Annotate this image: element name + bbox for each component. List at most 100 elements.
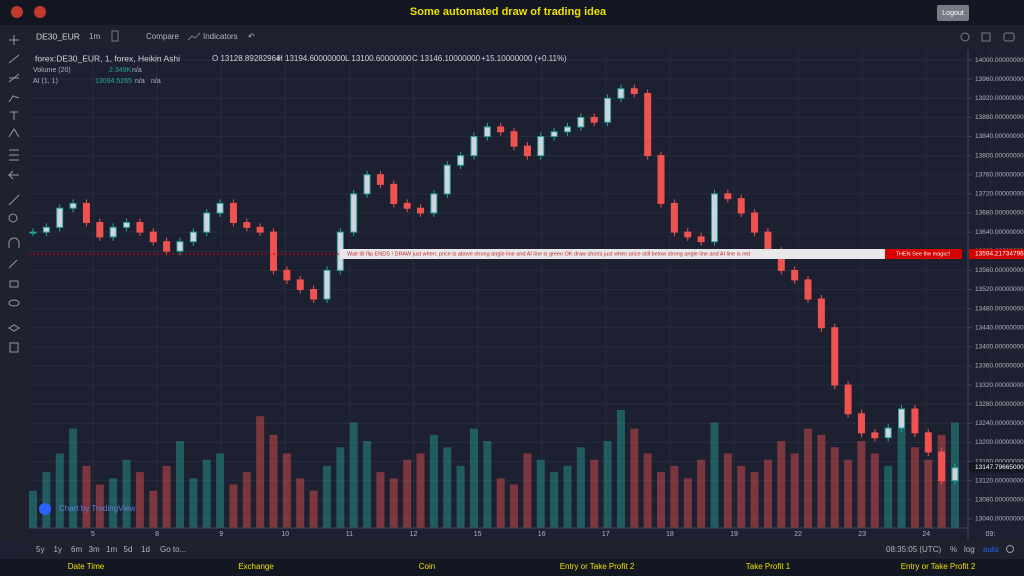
trendline-tool[interactable] <box>8 54 20 64</box>
indicators-button[interactable]: Indicators <box>203 32 238 41</box>
range-button[interactable]: 3m <box>89 545 100 554</box>
volume-pane <box>29 410 959 528</box>
magnet-tool[interactable] <box>8 237 20 248</box>
candle <box>109 226 117 238</box>
range-button[interactable]: 1d <box>141 545 150 554</box>
log-toggle[interactable]: log <box>964 545 975 554</box>
fib-tool[interactable] <box>8 73 20 83</box>
auto-toggle[interactable]: auto <box>983 545 999 554</box>
footer-item[interactable]: Entry or Take Profit 2 <box>901 562 976 571</box>
candle <box>884 427 892 439</box>
hide-tool[interactable] <box>8 299 20 307</box>
legend-ohlc-item: H 13194.60000000 <box>277 54 346 63</box>
grid <box>29 50 991 528</box>
volume-bar <box>710 422 719 528</box>
banner <box>340 249 885 259</box>
tradingview-logo[interactable] <box>39 503 51 515</box>
interval[interactable]: 1m <box>89 32 100 41</box>
y-tick-label: 13400.00000000 <box>975 344 1024 351</box>
header-bar <box>0 0 1024 25</box>
candle <box>443 164 451 195</box>
percent-toggle[interactable]: % <box>950 545 957 554</box>
footer-item[interactable]: Entry or Take Profit 2 <box>560 562 635 571</box>
footer-item[interactable]: Coin <box>419 562 435 571</box>
legend-ohlc-item: C 13146.10000000 <box>412 54 481 63</box>
pattern-tool[interactable] <box>8 95 20 103</box>
volume-bar <box>29 490 37 528</box>
range-button[interactable]: 5y <box>36 545 44 554</box>
volume-bar <box>657 472 666 528</box>
stay-drawing-tool[interactable] <box>8 259 18 269</box>
tool-icons <box>7 35 20 353</box>
footer-item[interactable]: Date Time <box>68 562 105 571</box>
candle <box>764 231 772 252</box>
volume-bar <box>363 441 372 528</box>
volume-bar <box>830 447 839 528</box>
volume-bar <box>349 422 358 528</box>
compare-button[interactable]: Compare <box>146 32 179 41</box>
symbol[interactable]: DE30_EUR <box>36 31 80 41</box>
lock-tool[interactable] <box>9 280 19 288</box>
volume-bar <box>737 465 746 528</box>
x-tick-label: 18 <box>666 531 674 538</box>
y-tick-label: 13320.00000000 <box>975 382 1024 389</box>
back-tool[interactable] <box>7 170 19 180</box>
tree-tool[interactable] <box>8 324 20 332</box>
x-tick-label: 17 <box>602 531 610 538</box>
range-button[interactable]: 5d <box>124 545 133 554</box>
crosshair-tool[interactable] <box>9 35 19 45</box>
x-tick-label: 16 <box>538 531 546 538</box>
volume-bar <box>576 447 585 528</box>
volume-bar <box>376 472 385 528</box>
y-tick-label: 13520.00000000 <box>975 286 1024 293</box>
volume-bar <box>269 434 278 528</box>
ruler-tool[interactable] <box>8 194 20 206</box>
footer <box>0 559 1024 576</box>
volume-bar <box>630 428 639 528</box>
y-tick-label: 13240.00000000 <box>975 420 1024 427</box>
text-tool[interactable] <box>10 111 18 120</box>
candle <box>710 193 718 243</box>
logo-icon[interactable] <box>11 6 23 18</box>
range-button[interactable]: 1m <box>106 545 117 554</box>
goto-button[interactable]: Go to... <box>160 545 186 554</box>
volume-bar <box>670 465 679 528</box>
measure-tool[interactable] <box>9 149 19 161</box>
remove-tool[interactable] <box>9 342 19 353</box>
indicators-icon[interactable] <box>187 32 201 41</box>
shape-tool[interactable] <box>8 128 20 138</box>
y-tick-label: 13360.00000000 <box>975 363 1024 370</box>
watermark[interactable]: Chart by TradingView <box>59 504 136 513</box>
settings-icon[interactable] <box>960 32 970 42</box>
volume-bar <box>777 441 786 528</box>
fullscreen-icon[interactable] <box>981 32 991 42</box>
candle <box>577 116 585 128</box>
y-tick-label: 13560.00000000 <box>975 267 1024 274</box>
range-button[interactable]: 1y <box>54 545 62 554</box>
undo[interactable]: ↶ <box>248 32 255 41</box>
logout-label[interactable]: Logout <box>942 10 963 17</box>
logo-icon[interactable] <box>34 6 46 18</box>
zoom-tool[interactable] <box>8 213 18 223</box>
price-marker-label: 13594.21734796 <box>975 251 1024 258</box>
candle <box>550 131 558 138</box>
drawing-sidebar <box>0 26 28 540</box>
candle <box>630 88 638 94</box>
volume-bar <box>69 428 78 528</box>
volume-bar <box>550 472 559 528</box>
volume-bar <box>763 459 772 528</box>
volume-bar <box>336 447 345 528</box>
chart-style-icon[interactable] <box>111 30 119 42</box>
volume-bar <box>924 459 933 528</box>
footer-item[interactable]: Exchange <box>238 562 274 571</box>
logout-button[interactable] <box>937 5 969 21</box>
footer-item[interactable]: Take Profit 1 <box>746 562 791 571</box>
range-button[interactable]: 6m <box>71 545 82 554</box>
time-settings[interactable] <box>1006 545 1014 553</box>
snapshot-icon[interactable] <box>1003 32 1015 42</box>
candle <box>924 432 932 453</box>
volume-bar <box>242 472 251 528</box>
volume-bar <box>256 416 265 528</box>
volume-bar <box>523 453 532 528</box>
